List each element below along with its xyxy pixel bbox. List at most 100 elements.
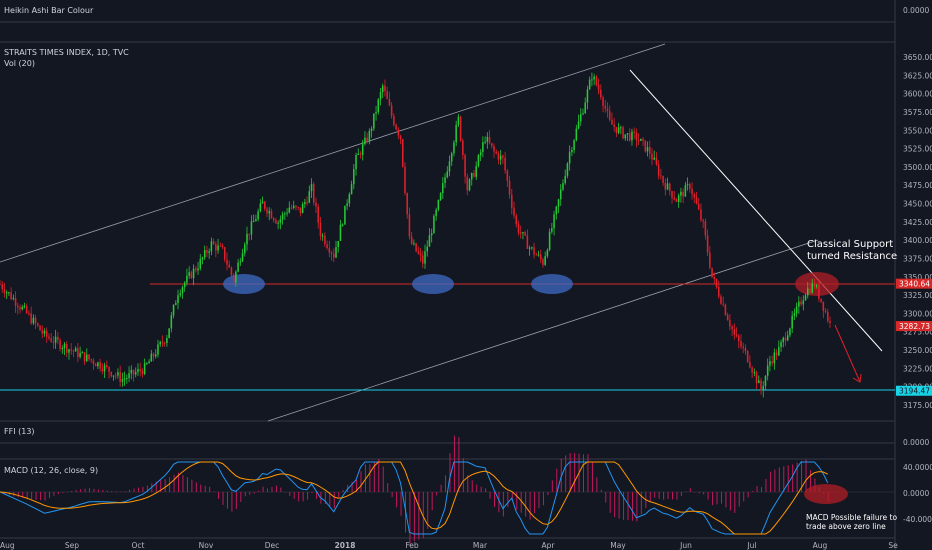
macd-hist-bar	[631, 492, 633, 521]
candle-body	[508, 180, 511, 195]
candle-body	[584, 102, 587, 114]
macd-hist-bar	[302, 492, 304, 502]
candle-body	[48, 336, 50, 339]
candle-body	[103, 365, 106, 372]
candle-body	[715, 278, 718, 287]
macd-hist-bar	[324, 492, 326, 505]
candle-body	[377, 99, 380, 113]
macd-hist-bar	[796, 462, 798, 492]
candle-body	[226, 259, 228, 265]
candle-body	[121, 379, 124, 382]
candle-body	[404, 166, 406, 194]
level-label-text: 3282.73	[899, 322, 930, 331]
candle-body	[573, 140, 575, 150]
candle-body	[466, 176, 469, 191]
candle-body	[230, 267, 233, 275]
candle-body	[802, 300, 805, 305]
candle-body	[68, 349, 70, 353]
macd-hist-bar	[329, 492, 331, 507]
candle-body	[546, 249, 549, 257]
candle-body	[704, 221, 707, 236]
ffi-panel-value: 0.0000	[903, 438, 929, 447]
candle-body	[199, 259, 202, 269]
candle-body	[34, 317, 37, 324]
candle-body	[70, 349, 72, 351]
macd-hist-bar	[614, 492, 616, 517]
candle-body	[110, 372, 113, 377]
candle-body	[74, 348, 77, 352]
candle-body	[152, 353, 155, 357]
candle-body	[63, 343, 66, 349]
candle-body	[433, 215, 435, 234]
candle-body	[215, 244, 217, 251]
macd-hist-bar	[493, 492, 495, 507]
macd-hist-bar	[801, 460, 803, 492]
macd-hist-bar	[596, 477, 598, 492]
macd-hist-bar	[761, 487, 763, 492]
candle-body	[99, 362, 101, 369]
candle-body	[602, 97, 604, 106]
candle-body	[232, 274, 235, 283]
macd-histogram	[0, 435, 829, 546]
macd-hist-bar	[752, 491, 754, 492]
candle-body	[157, 344, 159, 355]
candle-body	[484, 141, 486, 143]
candle-body	[439, 193, 442, 201]
candle-body	[482, 142, 484, 153]
candle-body	[437, 200, 440, 210]
candle-body	[384, 85, 386, 92]
macd-hist-bar	[53, 492, 55, 496]
macd-hist-bar	[124, 491, 126, 492]
candle-body	[635, 132, 638, 141]
macd-hist-bar	[222, 492, 224, 505]
macd-hist-bar	[440, 484, 442, 492]
candle-body	[344, 205, 346, 225]
macd-hist-bar	[369, 464, 371, 492]
candle-body	[123, 378, 126, 380]
macd-hist-bar	[547, 492, 549, 496]
macd-hist-bar	[672, 492, 674, 500]
macd-hist-bar	[102, 489, 104, 492]
candle-body	[117, 372, 119, 376]
candle-body	[128, 373, 130, 379]
candle-body	[642, 138, 644, 141]
macd-hist-bar	[734, 492, 736, 513]
candle-body	[406, 193, 408, 215]
macd-hist-bar	[240, 492, 242, 502]
macd-hist-bar	[618, 492, 620, 519]
candle-body	[691, 188, 693, 195]
macd-hist-bar	[476, 484, 478, 492]
candle-body	[12, 298, 15, 300]
candle-body	[493, 145, 495, 152]
candle-body	[457, 116, 460, 125]
macd-hist-bar	[556, 468, 558, 492]
candle-body	[813, 283, 816, 287]
macd-hist-bar	[623, 492, 625, 520]
candle-body	[464, 155, 466, 177]
candle-body	[551, 228, 553, 232]
ffi-indicator-label: FFI (13)	[4, 427, 35, 436]
candle-body	[811, 283, 813, 293]
candle-body	[766, 365, 769, 376]
candle-body	[744, 347, 747, 351]
macd-ellipse	[804, 484, 848, 504]
macd-hist-bar	[694, 492, 696, 493]
top-panel-value: 0.0000	[903, 6, 929, 15]
macd-hist-bar	[200, 484, 202, 492]
macd-hist-bar	[164, 479, 166, 492]
price-tick-label: 3650.00	[903, 53, 932, 62]
candle-body	[339, 224, 342, 241]
candle-body	[444, 177, 446, 184]
macd-hist-bar	[169, 477, 171, 492]
candle-body	[246, 233, 248, 245]
resistance-annotation-line2: turned Resistance	[807, 251, 897, 262]
time-axis[interactable]: Aug Sep Oct Nov Dec 2018 Feb Mar Apr May Jun Jul Aug…	[0, 541, 898, 550]
candle-body	[397, 129, 400, 136]
macd-hist-bar	[574, 452, 576, 492]
price-tick-label: 3275.00	[903, 328, 932, 337]
candle-body	[798, 301, 800, 307]
macd-hist-bar	[418, 492, 420, 540]
price-axis[interactable]: 3650.00 3625.00 3600.00 3575.00 3550.00 3525.…	[903, 53, 932, 410]
candle-body	[600, 89, 602, 98]
